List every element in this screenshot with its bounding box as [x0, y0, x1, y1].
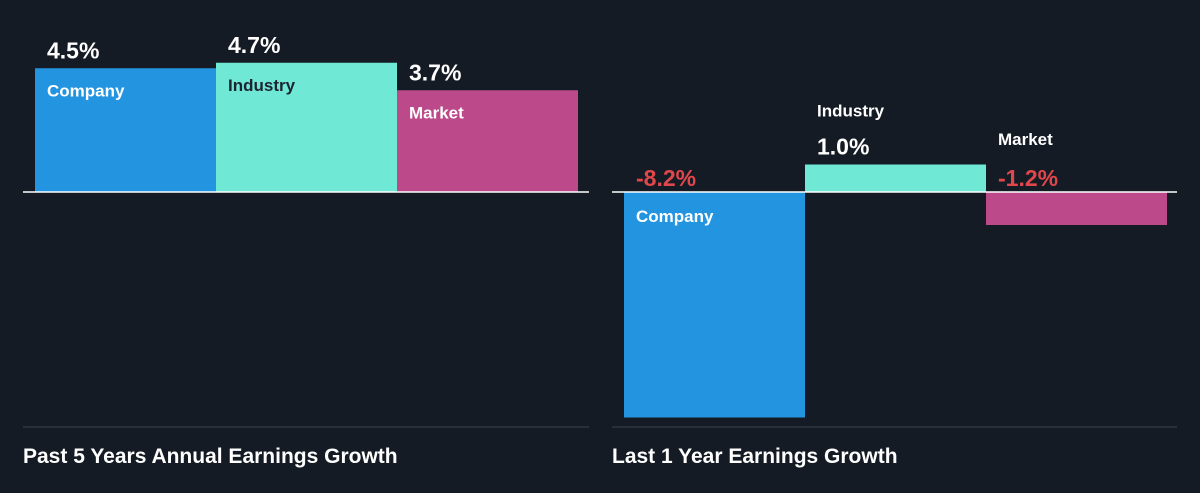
- category-label-market-past-5-years: Market: [409, 103, 464, 122]
- value-label-market-last-1-year: -1.2%: [998, 165, 1058, 191]
- value-label-company-last-1-year: -8.2%: [636, 165, 696, 191]
- category-label-company-past-5-years: Company: [47, 81, 125, 100]
- bar-company-last-1-year: [624, 192, 805, 418]
- bar-company-past-5-years: [35, 68, 216, 192]
- chart-title-past-5-years: Past 5 Years Annual Earnings Growth: [23, 445, 398, 468]
- chart-title-last-1-year: Last 1 Year Earnings Growth: [612, 445, 898, 468]
- bar-market-past-5-years: [397, 90, 578, 192]
- value-label-company-past-5-years: 4.5%: [47, 37, 99, 63]
- value-label-market-past-5-years: 3.7%: [409, 59, 461, 85]
- category-label-market-last-1-year: Market: [998, 130, 1053, 149]
- bar-market-last-1-year: [986, 192, 1167, 225]
- value-label-industry-past-5-years: 4.7%: [228, 32, 280, 58]
- category-label-industry-past-5-years: Industry: [228, 76, 296, 95]
- category-label-company-last-1-year: Company: [636, 207, 714, 226]
- bar-industry-last-1-year: [805, 164, 986, 192]
- bar-industry-past-5-years: [216, 62, 397, 192]
- value-label-industry-last-1-year: 1.0%: [817, 134, 869, 160]
- category-label-industry-last-1-year: Industry: [817, 102, 885, 121]
